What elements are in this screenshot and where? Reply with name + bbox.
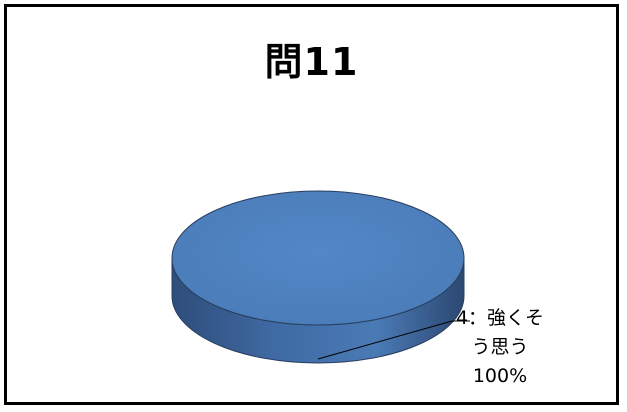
label-leader-line — [317, 320, 470, 360]
pie-slice-0 — [171, 190, 465, 326]
slice-label-line-1: 4：強くそ — [455, 307, 545, 329]
slice-label-line-2: う思う — [471, 336, 529, 358]
chart-title: 問11 — [264, 40, 359, 84]
slice-percent: 100% — [472, 365, 528, 387]
slice-data-label: 4：強くそ う思う 100% — [447, 304, 553, 391]
